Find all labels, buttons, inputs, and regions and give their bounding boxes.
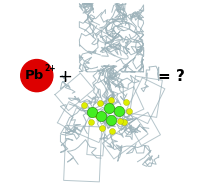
Point: [89, 120, 92, 123]
Text: Pb: Pb: [24, 69, 44, 82]
Point: [117, 109, 121, 112]
Text: +: +: [57, 67, 72, 86]
Point: [109, 119, 112, 122]
Point: [111, 130, 114, 133]
Point: [124, 101, 127, 104]
Point: [100, 126, 104, 129]
Point: [122, 120, 125, 123]
Point: [90, 111, 93, 114]
Point: [96, 114, 99, 117]
Point: [82, 103, 86, 106]
Point: [99, 115, 103, 118]
Circle shape: [21, 60, 53, 92]
Point: [128, 109, 131, 112]
Text: = ?: = ?: [157, 69, 184, 84]
Point: [118, 119, 122, 122]
Text: 2+: 2+: [44, 64, 56, 73]
Point: [109, 99, 112, 102]
Point: [107, 106, 110, 109]
Point: [99, 101, 102, 105]
